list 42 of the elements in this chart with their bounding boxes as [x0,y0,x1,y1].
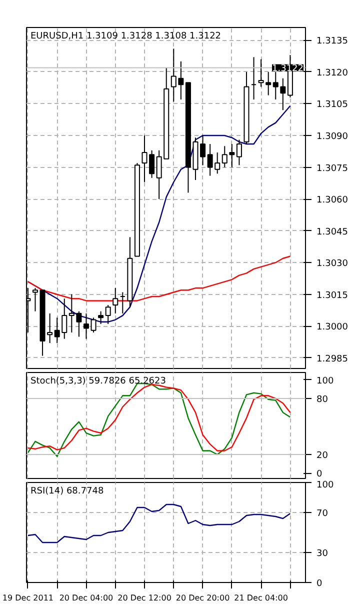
line-series [27,504,291,544]
y-tick-label: 1.3120 [316,68,348,78]
candlestick [120,292,126,314]
candlestick [90,317,96,333]
candlestick [112,288,118,314]
candlestick [266,71,272,96]
y-tick-label: 1.3060 [316,196,348,206]
y-tick-label: 0 [316,470,322,480]
candlestick [83,312,89,340]
candlestick [32,288,38,312]
candlestick [236,139,242,166]
x-tick-label: 20 Dec 20:00 [176,594,230,602]
candlestick [222,146,228,168]
x-tick-label: 19 Dec 2011 [2,594,54,602]
candlestick [98,310,104,325]
candlestick [251,56,257,100]
x-tick-label: 20 Dec 12:00 [118,594,172,602]
y-tick-label: 1.3090 [316,132,348,142]
candlestick [258,58,264,88]
y-tick-label: 1.3015 [316,290,348,301]
candlestick [229,143,235,168]
y-tick-label: 100 [316,376,334,386]
y-tick-label: 1.3135 [316,36,348,47]
y-tick-label: 1.3000 [316,322,348,333]
chart-title: RSI(14) 68.7748 [30,486,104,496]
x-tick-label: 21 Dec 04:00 [234,594,288,602]
x-tick-label: 20 Dec 04:00 [59,594,114,602]
y-tick-label: 0 [316,579,322,589]
y-tick-label: 1.3075 [316,164,348,174]
y-tick-label: 100 [316,480,334,490]
y-tick-label: 1.3105 [316,100,348,110]
y-tick-label: 70 [316,509,328,519]
candlestick [105,304,111,325]
y-tick-label: 1.3030 [316,259,348,270]
y-tick-label: 1.2985 [316,354,348,364]
text: Stoch(5,3,3) 59.7826 65.2623 [30,376,166,386]
y-tick-label: 20 [316,451,328,461]
y-tick-label: 30 [316,549,328,559]
ref-line-label: 1.3122 [272,64,304,74]
text: EURUSD,H1 1.3109 1.3128 1.3108 1.3122 [30,32,222,42]
y-tick-label: 80 [316,394,328,405]
y-tick-label: 1.3045 [316,227,348,238]
